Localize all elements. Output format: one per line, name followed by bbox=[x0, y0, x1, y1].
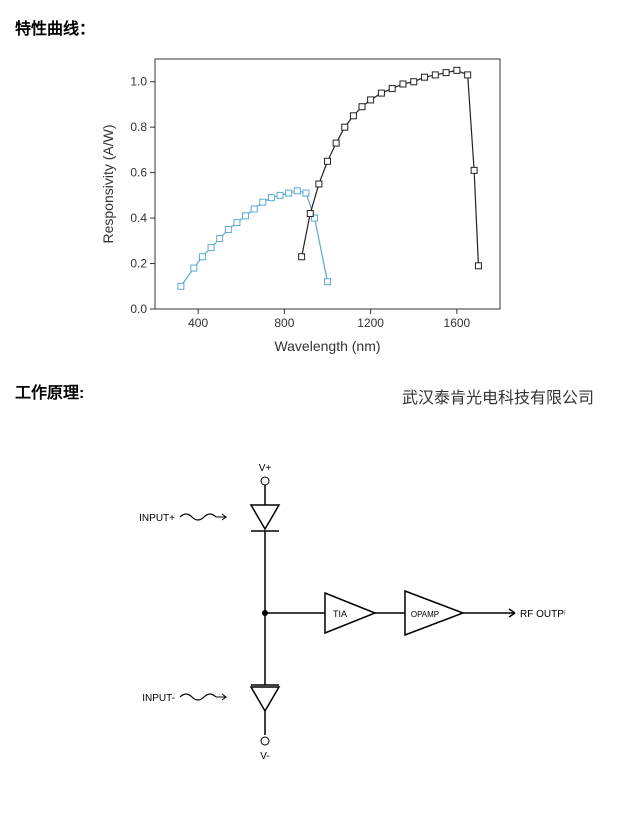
svg-text:0.0: 0.0 bbox=[130, 302, 147, 316]
svg-text:INPUT-: INPUT- bbox=[142, 693, 175, 704]
svg-text:0.8: 0.8 bbox=[130, 120, 147, 134]
svg-text:1600: 1600 bbox=[444, 316, 471, 330]
svg-text:400: 400 bbox=[188, 316, 208, 330]
circuit-diagram: V+ INPUT+ TIA OPAMP RF OUTPUT INPUT- V- bbox=[65, 453, 565, 773]
svg-text:0.4: 0.4 bbox=[130, 211, 147, 225]
svg-text:800: 800 bbox=[274, 316, 294, 330]
svg-text:1.0: 1.0 bbox=[130, 75, 147, 89]
svg-text:TIA: TIA bbox=[332, 609, 346, 619]
svg-text:0.2: 0.2 bbox=[130, 257, 147, 271]
svg-text:Wavelength (nm): Wavelength (nm) bbox=[274, 338, 380, 354]
svg-text:OPAMP: OPAMP bbox=[410, 610, 438, 619]
svg-text:RF OUTPUT: RF OUTPUT bbox=[520, 609, 565, 620]
svg-text:INPUT+: INPUT+ bbox=[139, 513, 175, 524]
chart-section-title: 特性曲线： bbox=[15, 15, 614, 39]
svg-text:Responsivity (A/W): Responsivity (A/W) bbox=[100, 124, 116, 243]
svg-text:0.6: 0.6 bbox=[130, 166, 147, 180]
watermark-text: 武汉泰肯光电科技有限公司 bbox=[402, 384, 614, 408]
diagram-section-title: 工作原理: bbox=[15, 379, 84, 403]
svg-text:V+: V+ bbox=[258, 463, 271, 474]
svg-text:V-: V- bbox=[260, 751, 269, 762]
svg-text:1200: 1200 bbox=[357, 316, 384, 330]
responsivity-chart: 0.0 0.2 0.4 0.6 0.8 1.0 400 800 1200 1600 Waveleng… bbox=[95, 49, 515, 359]
